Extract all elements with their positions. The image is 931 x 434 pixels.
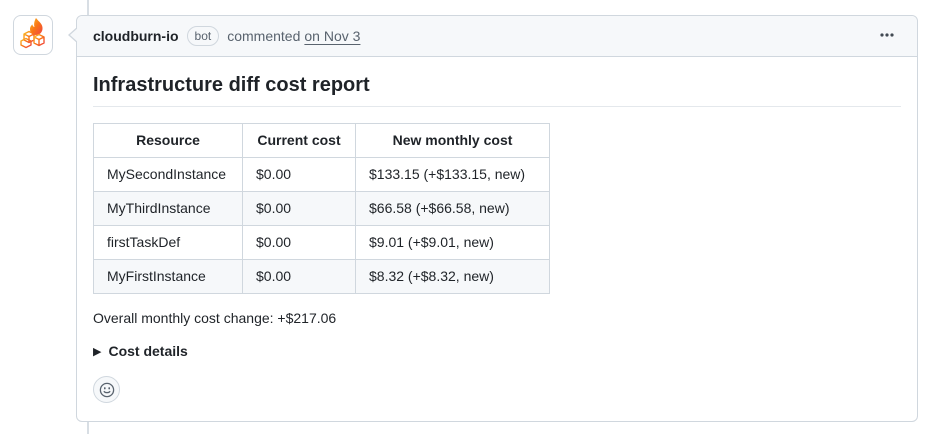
disclosure-triangle-icon: ▶ (93, 345, 102, 358)
timeline-line-bottom (87, 422, 89, 434)
new-cost-cell: $9.01 (+$9.01, new) (355, 225, 550, 260)
column-header-current-cost: Current cost (242, 123, 356, 158)
timeline-line-top (87, 0, 89, 15)
cost-details-disclosure: ▶ Cost details (93, 343, 901, 359)
table-row: MySecondInstance $0.00 $133.15 (+$133.15… (93, 157, 550, 192)
new-cost-cell: $66.58 (+$66.58, new) (355, 191, 550, 226)
new-cost-cell: $133.15 (+$133.15, new) (355, 157, 550, 192)
table-row: firstTaskDef $0.00 $9.01 (+$9.01, new) (93, 225, 550, 260)
table-header-row: Resource Current cost New monthly cost (93, 123, 550, 158)
comment-body: Infrastructure diff cost report Resource… (77, 57, 917, 419)
current-cost-cell: $0.00 (242, 157, 356, 192)
bot-badge: bot (186, 26, 220, 46)
add-reaction-button[interactable] (93, 376, 120, 403)
comment-card: cloudburn-io bot commented on Nov 3 Infr… (68, 15, 918, 422)
cost-table: Resource Current cost New monthly cost M… (93, 123, 550, 294)
table-row: MyThirdInstance $0.00 $66.58 (+$66.58, n… (93, 191, 550, 226)
column-header-resource: Resource (93, 123, 243, 158)
current-cost-cell: $0.00 (242, 259, 356, 294)
current-cost-cell: $0.00 (242, 225, 356, 260)
overall-cost-change-text: Overall monthly cost change: +$217.06 (93, 310, 337, 326)
current-cost-cell: $0.00 (242, 191, 356, 226)
resource-cell: firstTaskDef (93, 225, 243, 260)
table-row: MyFirstInstance $0.00 $8.32 (+$8.32, new… (93, 259, 550, 294)
cloudburn-logo-icon (17, 17, 49, 54)
smiley-icon (99, 382, 115, 398)
cost-details-label: Cost details (108, 343, 188, 359)
resource-cell: MyThirdInstance (93, 191, 243, 226)
comment-options-button[interactable] (873, 23, 901, 50)
column-header-new-monthly-cost: New monthly cost (355, 123, 550, 158)
comment-action-text: commented (227, 28, 301, 44)
timestamp-link[interactable]: on Nov 3 (304, 28, 361, 44)
comment-header: cloudburn-io bot commented on Nov 3 (77, 16, 917, 57)
new-cost-cell: $8.32 (+$8.32, new) (355, 259, 550, 294)
author-link[interactable]: cloudburn-io (93, 28, 179, 44)
bot-avatar[interactable] (13, 15, 53, 55)
cost-details-summary[interactable]: ▶ Cost details (93, 343, 901, 359)
resource-cell: MyFirstInstance (93, 259, 243, 294)
resource-cell: MySecondInstance (93, 157, 243, 192)
kebab-horizontal-icon (879, 27, 895, 46)
report-title: Infrastructure diff cost report (93, 73, 901, 107)
